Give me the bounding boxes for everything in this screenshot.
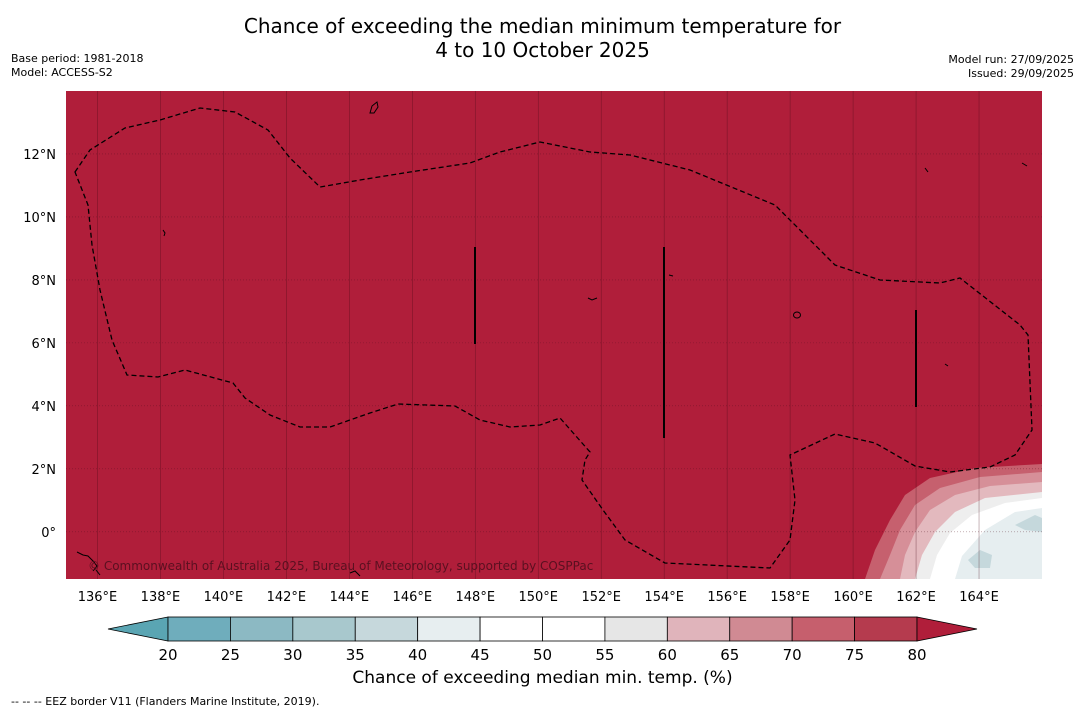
island-group-4 [924,167,929,173]
lat-tick-label: 2°N [32,463,57,478]
low-probability-region [865,464,1042,579]
colorbar-tick-label: 35 [346,646,365,664]
lon-tick-label: 160°E [833,590,873,605]
colorbar-tick-label: 25 [221,646,240,664]
colorbar-tick-label: 50 [533,646,552,664]
colorbar-title: Chance of exceeding median min. temp. (%… [352,668,733,688]
colorbar-segment [167,616,231,642]
lon-tick-label: 144°E [330,590,370,605]
lon-tick-label: 158°E [770,590,810,605]
colorbar-tick-label: 30 [283,646,302,664]
lat-tick-label: 4°N [32,400,57,415]
title-line-1: Chance of exceeding the median minimum t… [243,14,842,38]
island-yap [162,229,166,237]
colorbar-tick-label: 45 [471,646,490,664]
lon-tick-label: 150°E [518,590,558,605]
lon-tick-label: 146°E [393,590,433,605]
meta-left: Base period: 1981-2018 Model: ACCESS-S2 [11,52,143,80]
islands [76,101,1028,577]
lat-tick-label: 6°N [32,337,57,352]
colorbar-segment [791,616,855,642]
lon-tick-label: 136°E [78,590,118,605]
colorbar-ticks: 20 25 30 35 40 45 50 55 60 65 70 75 80 [158,646,926,664]
island-group-1 [587,297,598,301]
colorbar-tick-label: 80 [907,646,926,664]
map-field [66,91,1042,579]
colorbar-tick-label: 70 [783,646,802,664]
colorbar-segment [542,616,606,642]
colorbar-segment [666,616,731,642]
latitude-labels: 12°N 10°N 8°N 6°N 4°N 2°N 0° [23,148,56,541]
contour-35 [1015,515,1042,532]
colorbar-segment [854,616,918,642]
copyright-text: © Commonwealth of Australia 2025, Bureau… [88,559,593,573]
base-period: Base period: 1981-2018 [11,52,144,65]
island-south-2 [349,570,361,577]
eez-border [74,107,1033,569]
colorbar [107,616,978,642]
lon-tick-label: 152°E [581,590,621,605]
footer-note: -- -- -- EEZ border V11 (Flanders Marine… [11,695,320,708]
colorbar-segment [354,616,419,642]
colorbar-low-extend [107,616,169,642]
lat-tick-label: 10°N [23,211,56,226]
lon-tick-label: 154°E [644,590,684,605]
lon-tick-label: 148°E [456,590,496,605]
issued-date: Issued: 29/09/2025 [967,67,1074,80]
island-group-2 [944,363,949,367]
model-run: Model run: 27/09/2025 [948,53,1074,66]
colorbar-high-extend [916,616,978,642]
island-south-1 [76,551,98,572]
island-pohnpei [668,274,674,277]
lat-tick-label: 12°N [23,148,56,163]
lon-tick-label: 156°E [707,590,747,605]
lat-tick-label: 8°N [32,274,57,289]
title-line-2: 4 to 10 October 2025 [435,38,650,62]
longitude-labels: 136°E 138°E 140°E 142°E 144°E 146°E 148°E 150°E… [78,590,999,605]
contour-35-b [968,550,992,568]
model-name: Model: ACCESS-S2 [11,66,113,79]
island-guam [369,101,379,114]
colorbar-tick-label: 40 [408,646,427,664]
island-group-3 [1021,162,1028,167]
lon-tick-label: 142°E [267,590,307,605]
colorbar-segment [604,616,668,642]
colorbar-segment [729,616,793,642]
data-artefact-lines [474,247,917,438]
colorbar-segment [479,616,543,642]
colorbar-tick-label: 75 [845,646,864,664]
colorbar-segment [292,616,356,642]
map-title: Chance of exceeding the median minimum t… [0,14,1085,62]
colorbar-tick-label: 60 [658,646,677,664]
colorbar-tick-label: 65 [720,646,739,664]
meta-right: Model run: 27/09/2025 Issued: 29/09/2025 [948,53,1074,81]
lon-tick-label: 138°E [141,590,181,605]
island-chuuk [793,311,801,319]
colorbar-tick-label: 55 [595,646,614,664]
lon-tick-label: 162°E [896,590,936,605]
lon-tick-label: 140°E [204,590,244,605]
island-south-3 [95,569,101,576]
colorbar-segment [417,616,481,642]
colorbar-tick-label: 20 [158,646,177,664]
colorbar-segment [230,616,294,642]
lon-tick-label: 164°E [959,590,999,605]
lat-tick-label: 0° [41,526,56,541]
